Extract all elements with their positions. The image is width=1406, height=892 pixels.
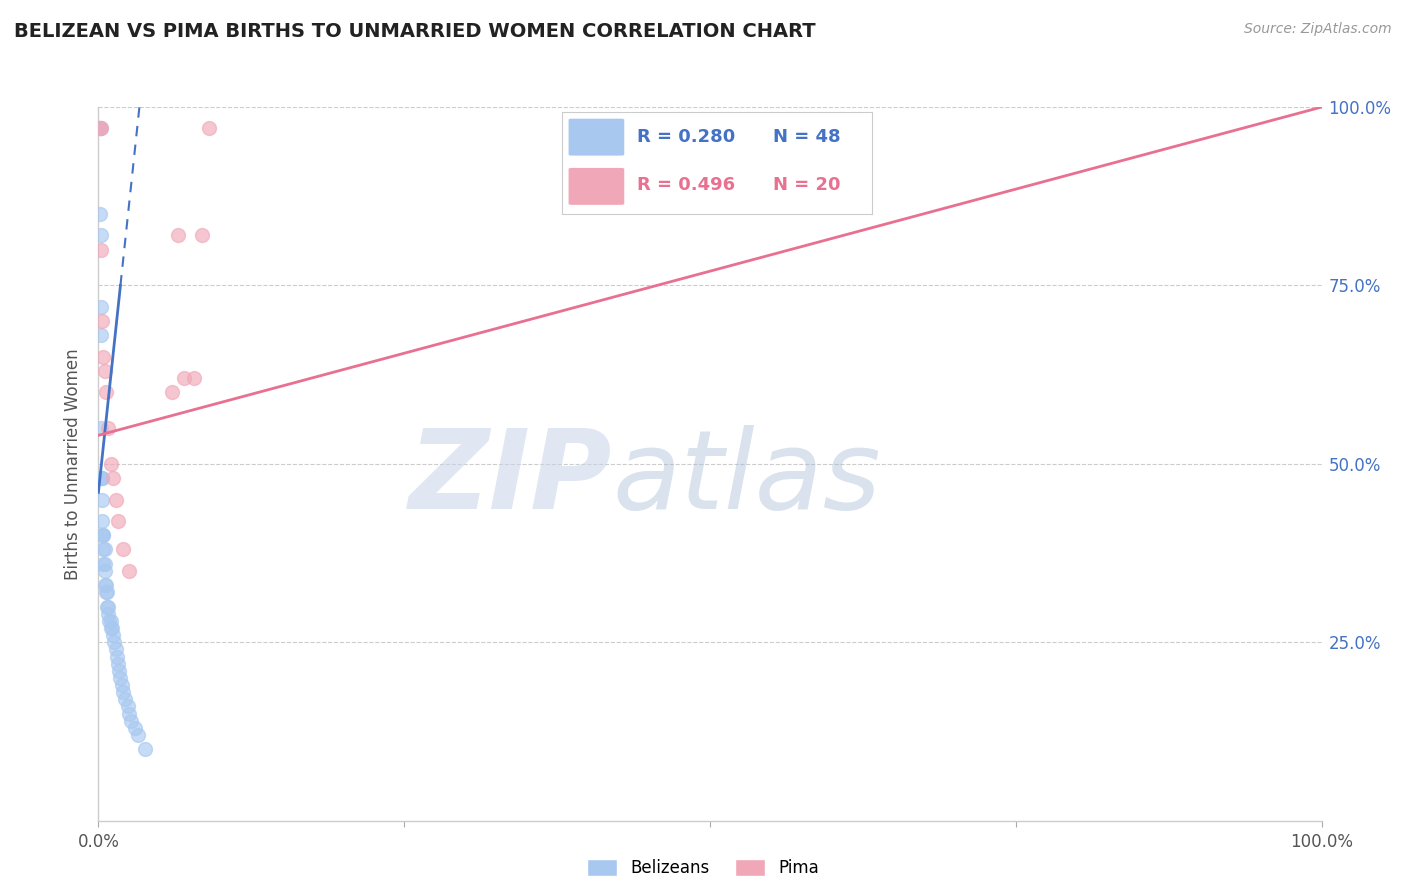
- Point: [124, 721, 146, 735]
- Point: [160, 385, 183, 400]
- Point: [96, 585, 118, 599]
- Point: [91, 350, 114, 364]
- Point: [127, 728, 149, 742]
- Point: [90, 328, 112, 343]
- Point: [101, 471, 124, 485]
- Point: [167, 228, 190, 243]
- Point: [111, 678, 134, 692]
- Point: [103, 635, 125, 649]
- Point: [101, 628, 124, 642]
- Point: [191, 228, 214, 243]
- Point: [90, 228, 112, 243]
- Point: [89, 121, 111, 136]
- Point: [91, 471, 114, 485]
- Point: [104, 492, 127, 507]
- FancyBboxPatch shape: [568, 168, 624, 205]
- Point: [111, 685, 134, 699]
- Point: [90, 243, 112, 257]
- Point: [94, 385, 117, 400]
- Text: N = 48: N = 48: [773, 128, 841, 146]
- Point: [97, 607, 120, 621]
- Point: [90, 471, 112, 485]
- Point: [96, 599, 118, 614]
- Point: [110, 671, 132, 685]
- Point: [117, 699, 139, 714]
- Point: [100, 457, 122, 471]
- Point: [104, 642, 127, 657]
- Point: [97, 421, 120, 435]
- Point: [114, 692, 136, 706]
- Point: [118, 564, 141, 578]
- Point: [91, 492, 114, 507]
- Point: [100, 614, 122, 628]
- Text: Source: ZipAtlas.com: Source: ZipAtlas.com: [1244, 22, 1392, 37]
- Point: [183, 371, 205, 385]
- Point: [120, 714, 142, 728]
- Point: [98, 614, 121, 628]
- Text: N = 20: N = 20: [773, 177, 841, 194]
- Point: [90, 300, 112, 314]
- Point: [93, 364, 115, 378]
- Point: [93, 542, 115, 557]
- Point: [89, 207, 111, 221]
- Point: [101, 621, 124, 635]
- Point: [94, 585, 117, 599]
- Point: [97, 599, 120, 614]
- Point: [91, 528, 114, 542]
- Point: [93, 564, 115, 578]
- Point: [89, 121, 111, 136]
- Point: [107, 657, 129, 671]
- Point: [91, 528, 114, 542]
- Point: [91, 528, 114, 542]
- Text: R = 0.280: R = 0.280: [637, 128, 735, 146]
- Point: [173, 371, 195, 385]
- Point: [90, 121, 112, 136]
- Point: [93, 578, 115, 592]
- Text: R = 0.496: R = 0.496: [637, 177, 735, 194]
- Point: [90, 121, 112, 136]
- Point: [91, 471, 114, 485]
- Text: atlas: atlas: [612, 425, 880, 532]
- Point: [93, 557, 115, 571]
- Point: [91, 514, 114, 528]
- Point: [100, 621, 122, 635]
- Text: BELIZEAN VS PIMA BIRTHS TO UNMARRIED WOMEN CORRELATION CHART: BELIZEAN VS PIMA BIRTHS TO UNMARRIED WOM…: [14, 22, 815, 41]
- Point: [91, 557, 114, 571]
- Point: [134, 742, 156, 756]
- Text: ZIP: ZIP: [409, 425, 612, 532]
- Point: [89, 121, 111, 136]
- Legend: Belizeans, Pima: Belizeans, Pima: [581, 852, 825, 884]
- Point: [111, 542, 134, 557]
- Point: [108, 664, 131, 678]
- Point: [90, 421, 112, 435]
- Point: [91, 314, 114, 328]
- Point: [91, 542, 114, 557]
- FancyBboxPatch shape: [568, 119, 624, 155]
- Point: [118, 706, 141, 721]
- Point: [107, 514, 129, 528]
- Point: [105, 649, 128, 664]
- Point: [94, 578, 117, 592]
- Y-axis label: Births to Unmarried Women: Births to Unmarried Women: [65, 348, 83, 580]
- Point: [197, 121, 219, 136]
